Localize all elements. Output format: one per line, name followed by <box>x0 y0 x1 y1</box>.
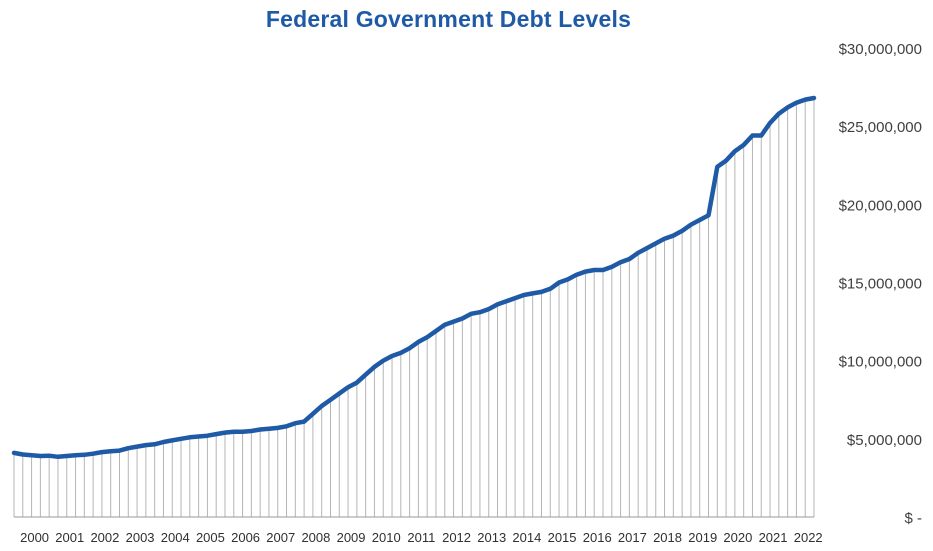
y-tick-label: $30,000,000 <box>839 41 922 58</box>
x-tick-label: 2002 <box>90 530 119 545</box>
y-tick-label: $10,000,000 <box>839 354 922 371</box>
x-tick-label: 2008 <box>301 530 330 545</box>
y-tick-label: $25,000,000 <box>839 119 922 136</box>
x-tick-label: 2007 <box>266 530 295 545</box>
x-tick-label: 2017 <box>618 530 647 545</box>
chart-title: Federal Government Debt Levels <box>265 6 632 32</box>
x-tick-label: 2013 <box>477 530 506 545</box>
series-line <box>11 95 817 460</box>
x-tick-label: 2015 <box>548 530 577 545</box>
x-tick-label: 2010 <box>372 530 401 545</box>
x-tick-label: 2022 <box>794 530 823 545</box>
y-tick-label: $5,000,000 <box>847 432 922 449</box>
x-tick-label: 2001 <box>55 530 84 545</box>
x-tick-label: 2016 <box>583 530 612 545</box>
x-tick-label: 2021 <box>759 530 788 545</box>
x-axis-tick-labels: 2000 2001 2002 2003 2004 2005 2006 2007 2008 2009… <box>20 530 823 545</box>
y-tick-label: $20,000,000 <box>839 197 922 214</box>
x-tick-label: 2012 <box>442 530 471 545</box>
x-tick-label: 2003 <box>126 530 155 545</box>
x-tick-label: 2019 <box>688 530 717 545</box>
x-tick-label: 2020 <box>723 530 752 545</box>
x-tick-label: 2004 <box>161 530 190 545</box>
x-tick-label: 2005 <box>196 530 225 545</box>
x-tick-label: 2014 <box>512 530 541 545</box>
x-tick-label: 2011 <box>407 530 435 545</box>
y-tick-label: $ - <box>904 510 922 527</box>
vertical-grid-lines <box>13 98 815 517</box>
x-tick-label: 2018 <box>653 530 682 545</box>
x-tick-label: 2006 <box>231 530 260 545</box>
y-tick-label: $15,000,000 <box>839 276 922 293</box>
y-axis-tick-labels: $ - $5,000,000 $10,000,000 $15,000,000 $20,0… <box>839 41 922 527</box>
x-tick-label: 2000 <box>20 530 49 545</box>
x-tick-label: 2009 <box>337 530 366 545</box>
